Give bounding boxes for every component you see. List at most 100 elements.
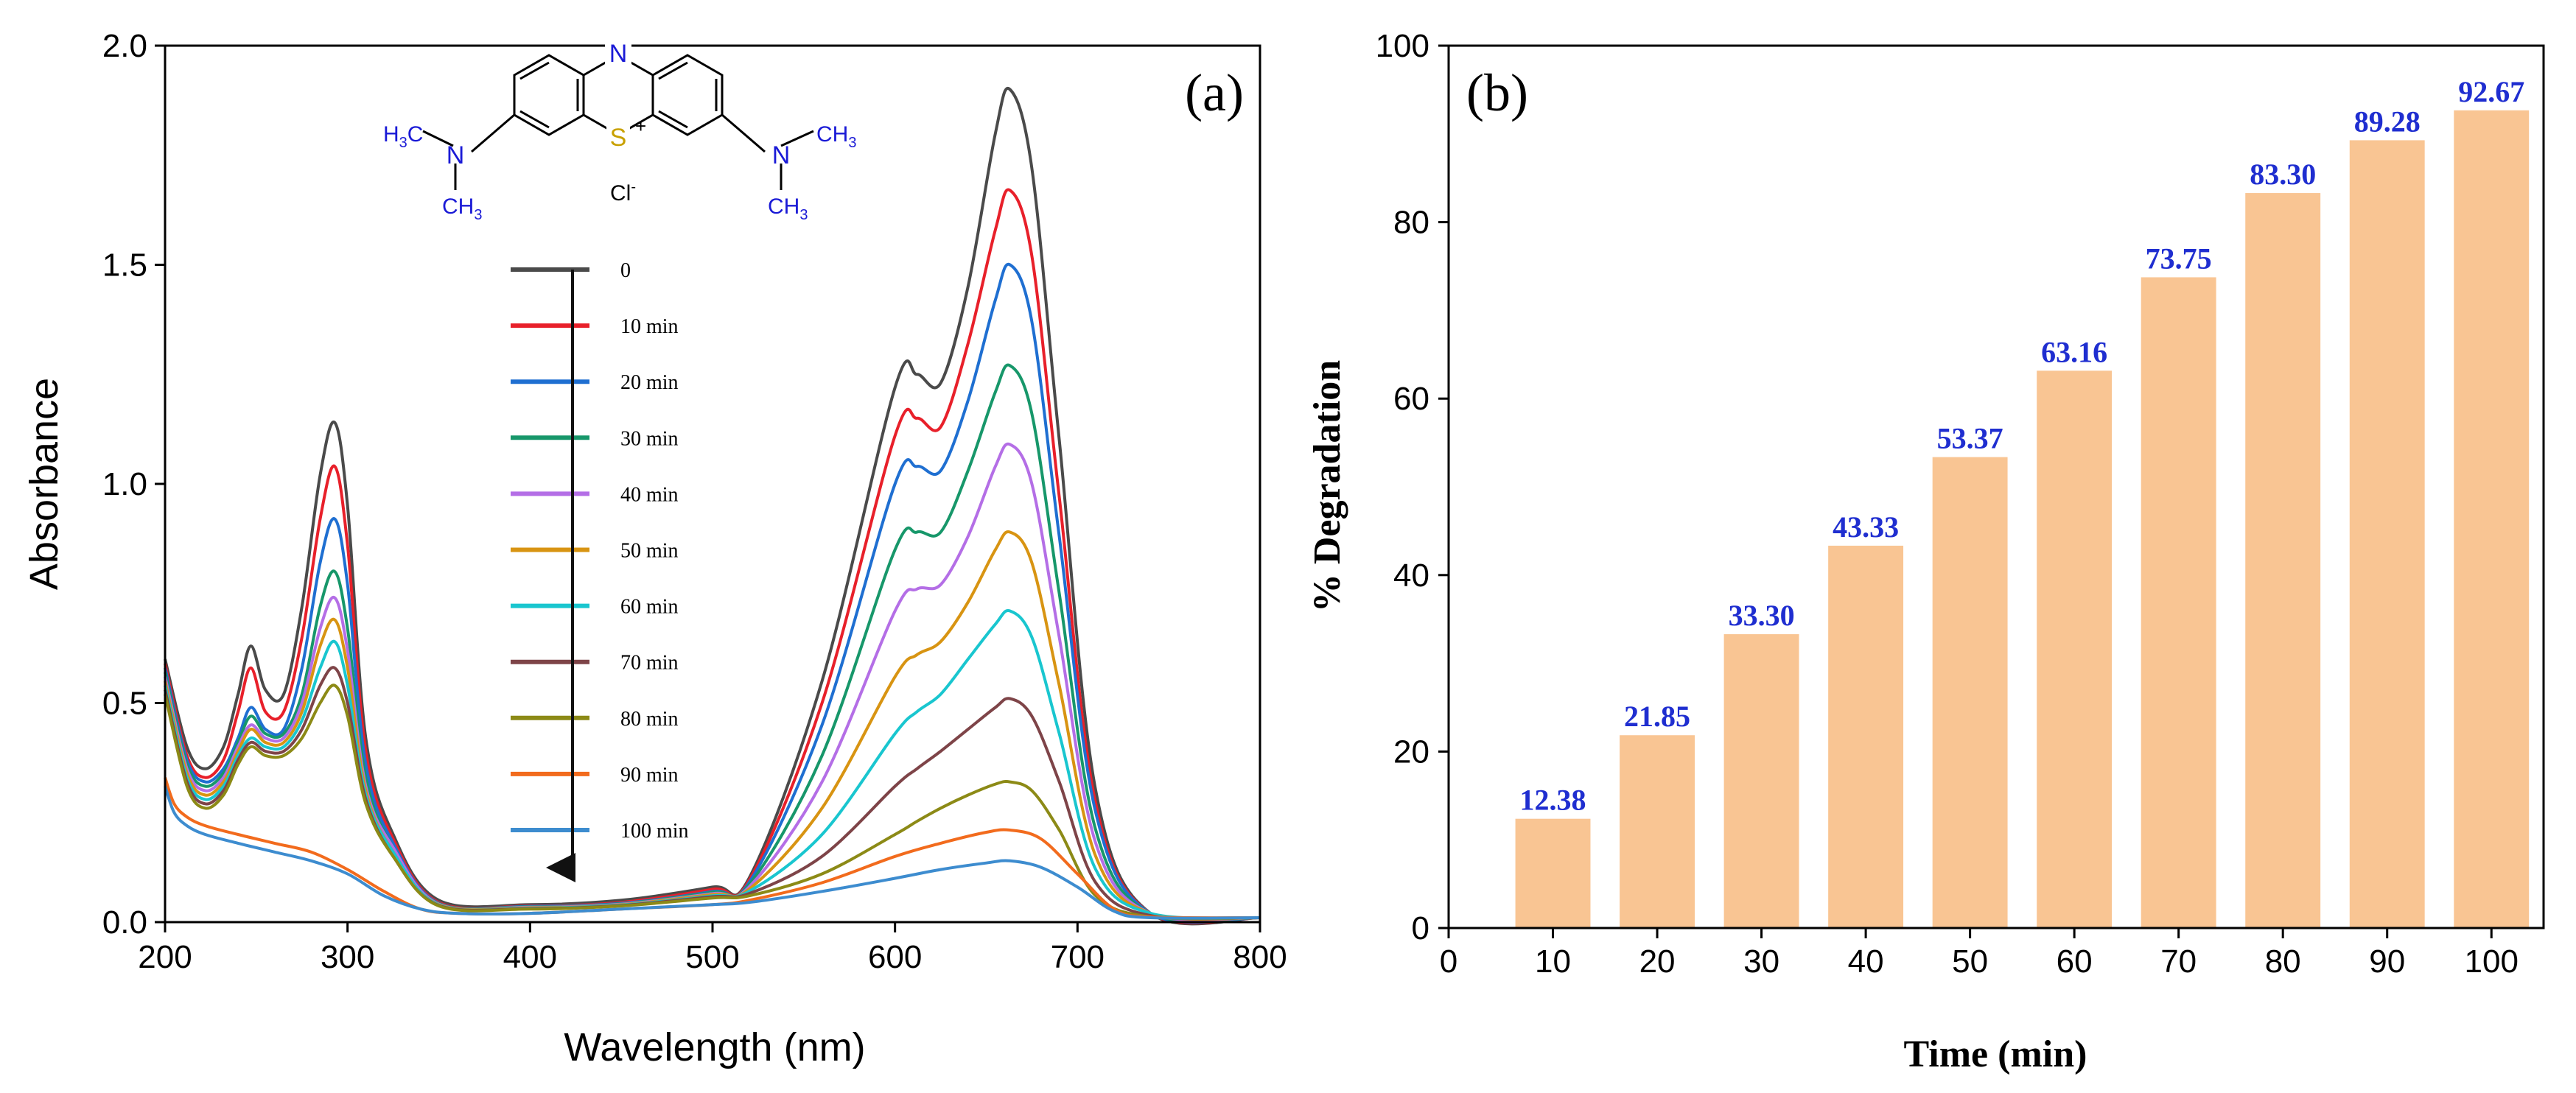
legend-label: 60 min	[620, 596, 679, 619]
bar-50-min	[1932, 457, 2008, 928]
panel-b-label: (b)	[1466, 63, 1528, 122]
panel-a-label: (a)	[1185, 63, 1244, 122]
y-tick-label-0-5: 0.5	[102, 686, 147, 722]
spectrum-line-10-min	[164, 188, 1261, 925]
x-tick-label-50: 50	[1952, 943, 1988, 980]
x-tick-label-100: 100	[2465, 943, 2519, 980]
x-tick-label-0: 0	[1440, 943, 1457, 980]
x-tick-label-30: 30	[1743, 943, 1779, 980]
bar-value-label-80: 83.30	[2250, 158, 2316, 191]
left-benzene-ring	[513, 54, 585, 136]
panel-a-x-axis-title: Wavelength (nm)	[564, 1025, 865, 1069]
x-tick-label-700: 700	[1051, 939, 1105, 975]
molecule-right-ch3-bottom: CH3	[768, 194, 808, 223]
panel-a-y-axis-title: Absorbance	[22, 378, 66, 590]
bar-100-min	[2454, 110, 2530, 929]
x-tick-label-200: 200	[138, 939, 192, 975]
y-tick-label-40: 40	[1393, 558, 1429, 594]
panel-b-x-ticks: 0 10 20 30 40 50 60 70 80 90 100	[1440, 928, 2519, 980]
x-tick-label-300: 300	[321, 939, 374, 975]
legend-label: 0	[620, 259, 631, 282]
molecule-left-ch3: CH3	[442, 194, 482, 223]
bar-value-label-100: 92.67	[2458, 75, 2524, 108]
x-tick-label-10: 10	[1535, 943, 1571, 980]
panel-a-y-ticks: 0.0 0.5 1.0 1.5 2.0	[102, 28, 165, 941]
panel-a-legend: 0 10 min 20 min 30 min 40 min 50 min 60 min 70 …	[511, 259, 689, 843]
bar-30-min	[1723, 634, 1799, 928]
panel-b-degradation-chart: 0 10 20 30 40 50 60 70 80 90 100 0 20 40 60 80 100 12.3…	[1306, 28, 2545, 1075]
spectrum-line-60-min	[164, 609, 1261, 920]
spectrum-line-40-min	[164, 442, 1261, 922]
panel-b-y-ticks: 0 20 40 60 80 100	[1376, 28, 1449, 946]
molecule-right-nitrogen: N	[772, 141, 791, 169]
bar-60-min	[2037, 370, 2113, 928]
legend-label: 10 min	[620, 315, 679, 338]
molecule-labels: N S + N N H3C CH3 CH3 CH3 Cl-	[383, 37, 856, 223]
legend-label: 70 min	[620, 652, 679, 675]
y-tick-label-1-0: 1.0	[102, 466, 147, 502]
x-tick-label-70: 70	[2160, 943, 2197, 980]
bar-10-min	[1515, 818, 1591, 928]
bar-value-label-60: 63.16	[2041, 335, 2107, 368]
panel-b-x-axis-title: Time (min)	[1904, 1033, 2087, 1075]
spectrum-line-0-min	[164, 86, 1261, 926]
x-tick-label-500: 500	[685, 939, 739, 975]
x-tick-label-90: 90	[2369, 943, 2405, 980]
y-tick-label-100: 100	[1376, 28, 1429, 64]
y-tick-label-0-0: 0.0	[102, 904, 147, 941]
molecule-right-ch3-top: CH3	[816, 122, 856, 151]
panel-a-x-ticks: 200 300 400 500 600 700 800	[138, 922, 1287, 975]
spectrum-line-20-min	[164, 262, 1261, 924]
degradation-bars-group	[1515, 110, 2530, 929]
x-tick-label-600: 600	[868, 939, 922, 975]
legend-label: 40 min	[620, 483, 679, 506]
bar-value-label-10: 12.38	[1520, 784, 1586, 817]
molecule-plus-sign: +	[635, 115, 646, 137]
y-tick-label-20: 20	[1393, 734, 1429, 770]
panel-a-absorbance-chart: 200 300 400 500 600 700 800 0.0 0.5 1.0 1.5 2.0 (a…	[22, 28, 1287, 1069]
y-tick-label-2-0: 2.0	[102, 28, 147, 64]
legend-label: 80 min	[620, 708, 679, 731]
right-benzene-ring	[651, 54, 724, 136]
spectrum-line-80-min	[164, 683, 1261, 921]
bar-value-label-30: 33.30	[1729, 599, 1795, 632]
x-tick-label-80: 80	[2265, 943, 2301, 980]
molecule-left-h3c: H3C	[383, 122, 423, 151]
legend-label: 30 min	[620, 427, 679, 450]
bar-value-label-50: 53.37	[1937, 422, 2003, 455]
x-tick-label-20: 20	[1639, 943, 1676, 980]
methylene-blue-structure	[422, 54, 814, 190]
x-tick-label-400: 400	[503, 939, 557, 975]
bar-20-min	[1620, 735, 1695, 928]
molecule-chloride: Cl-	[610, 179, 636, 205]
legend-label: 100 min	[620, 820, 689, 843]
bar-40-min	[1828, 545, 1904, 928]
legend-label: 50 min	[620, 540, 679, 563]
bar-70-min	[2141, 277, 2216, 929]
panel-b-data-labels: 12.38 21.85 33.30 43.33 53.37 63.16 73.75 83.30…	[1520, 75, 2525, 817]
bar-value-label-40: 43.33	[1833, 510, 1899, 544]
panel-b-plot-frame	[1447, 44, 2545, 929]
y-tick-label-80: 80	[1393, 205, 1429, 241]
x-tick-label-60: 60	[2057, 943, 2093, 980]
y-tick-label-60: 60	[1393, 381, 1429, 417]
panel-b-y-axis-title: % Degradation	[1306, 360, 1348, 612]
bar-value-label-90: 89.28	[2354, 105, 2421, 138]
bar-value-label-70: 73.75	[2146, 242, 2212, 275]
y-tick-label-1-5: 1.5	[102, 247, 147, 284]
x-tick-label-800: 800	[1233, 939, 1287, 975]
molecule-left-nitrogen: N	[447, 141, 465, 169]
absorbance-series-group	[164, 86, 1261, 926]
molecule-n-top: N	[609, 40, 628, 68]
molecule-sulfur: S	[610, 124, 627, 152]
bar-90-min	[2349, 140, 2425, 929]
legend-label: 90 min	[620, 764, 679, 787]
x-tick-label-40: 40	[1848, 943, 1884, 980]
bar-value-label-20: 21.85	[1624, 700, 1690, 733]
y-tick-label-0: 0	[1412, 910, 1429, 946]
bar-80-min	[2245, 193, 2321, 928]
spectrum-line-100-min	[164, 785, 1261, 920]
legend-label: 20 min	[620, 371, 679, 394]
